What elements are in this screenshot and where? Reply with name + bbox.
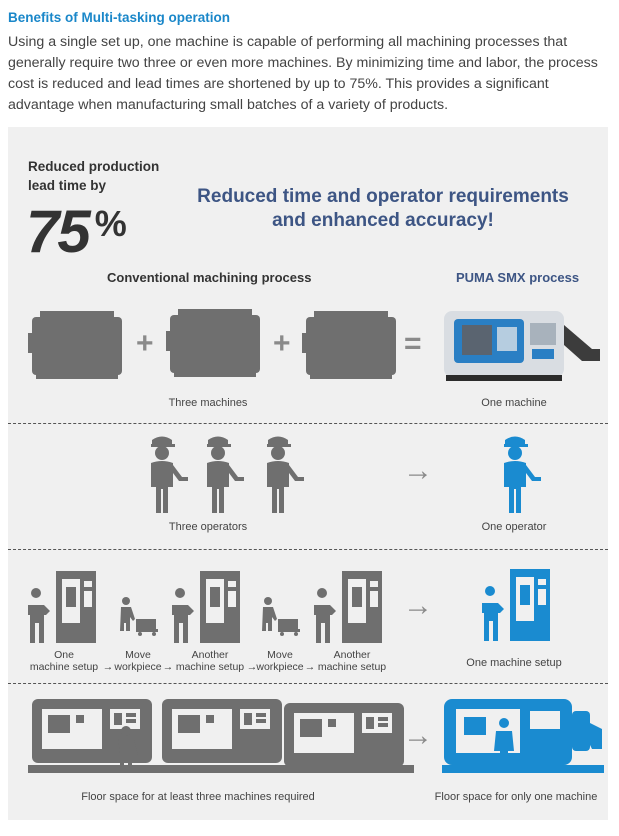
section-heading: Benefits of Multi-tasking operation: [8, 10, 231, 25]
floor-space-three-caption: Floor space for at least three machines …: [81, 791, 315, 803]
machine-silhouette-1-icon: [28, 311, 122, 379]
headline: Reduced time and operator requirements a…: [197, 186, 569, 231]
three-machines-caption: Three machines: [168, 397, 248, 409]
one-machine-setup-caption: One machine setup: [466, 657, 562, 669]
lead-time-label: Reduced production lead time by: [28, 159, 160, 193]
plus-symbol-1: +: [136, 327, 154, 360]
operator-2-icon: [207, 436, 244, 513]
single-machine-setup-icon: [482, 569, 550, 641]
one-machine-caption: One machine: [481, 397, 547, 409]
arrow-floor: →: [403, 719, 433, 752]
divider-1: [8, 423, 608, 424]
one-operator-caption: One operator: [481, 521, 547, 533]
setup-step-2: Move workpiece: [114, 649, 162, 673]
equals-symbol: =: [404, 327, 422, 360]
plus-symbol-2: +: [273, 327, 291, 360]
machine-silhouette-2-icon: [166, 309, 260, 377]
machine-setup-3-icon: [314, 571, 382, 643]
lead-time-unit: %: [94, 203, 127, 244]
lead-time-percent: 75%: [26, 197, 127, 266]
intro-paragraph: Using a single set up, one machine is ca…: [8, 34, 598, 113]
move-workpiece-1-icon: [120, 597, 158, 636]
arrow-setup: →: [403, 589, 433, 622]
operator-3-icon: [267, 436, 304, 513]
operator-1-icon: [151, 436, 188, 513]
move-workpiece-2-icon: [262, 597, 300, 636]
conventional-process-title: Conventional machining process: [107, 270, 312, 285]
puma-process-title: PUMA SMX process: [456, 270, 580, 285]
three-operators-caption: Three operators: [168, 521, 248, 533]
setup-step-5: Another machine setup: [317, 649, 387, 673]
lead-time-value: 75: [26, 198, 91, 265]
divider-3: [8, 683, 608, 684]
machine-setup-1-icon: [28, 571, 96, 643]
arrow-operators: →: [403, 454, 433, 487]
step-arrow-4: →: [304, 661, 316, 673]
infographic-panel: Reduced production lead time by 75% Redu…: [8, 127, 608, 820]
three-machines-floor-icon: [28, 699, 414, 773]
one-machine-floor-icon: [442, 699, 604, 773]
setup-step-3: Another machine setup: [175, 649, 245, 673]
divider-2: [8, 549, 608, 550]
floor-space-one-caption: Floor space for only one machine: [434, 791, 598, 803]
step-arrow-1: →: [102, 661, 114, 673]
machine-silhouette-3-icon: [302, 311, 396, 379]
single-operator-icon: [504, 436, 541, 513]
step-arrow-3: →: [246, 661, 258, 673]
puma-smx-machine-icon: [444, 311, 600, 381]
machine-setup-2-icon: [172, 571, 240, 643]
setup-step-1: One machine setup: [29, 649, 99, 673]
step-arrow-2: →: [162, 661, 174, 673]
setup-step-4: Move workpiece: [256, 649, 304, 673]
